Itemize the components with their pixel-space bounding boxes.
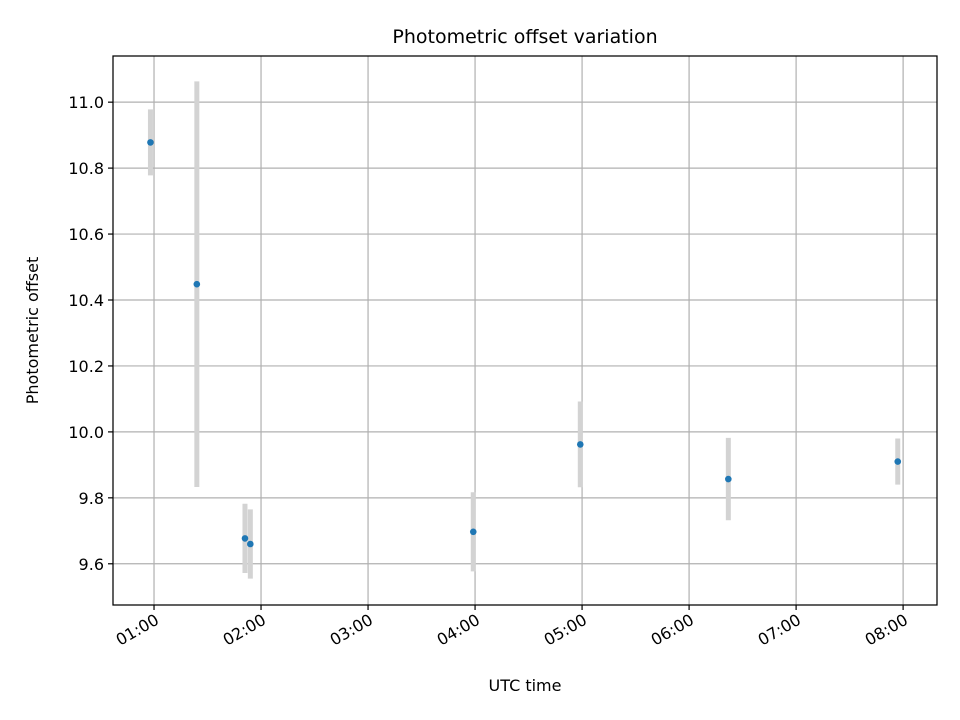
chart-title: Photometric offset variation — [392, 26, 657, 48]
y-tick-label: 9.8 — [79, 489, 104, 508]
data-point — [247, 540, 254, 548]
x-axis-label: UTC time — [489, 676, 562, 695]
x-tick-label: 04:00 — [434, 610, 483, 650]
y-tick-label: 10.0 — [68, 423, 104, 442]
y-tick-label: 11.0 — [68, 93, 104, 112]
y-tick-label: 10.8 — [68, 159, 104, 178]
x-tick-label: 01:00 — [113, 610, 162, 650]
data-point — [241, 535, 249, 542]
data-point — [469, 528, 477, 536]
y-tick-label: 10.2 — [68, 357, 104, 376]
x-tick-label: 02:00 — [220, 610, 269, 650]
data-point — [147, 139, 154, 146]
plot-frame — [112, 55, 938, 606]
data-point — [894, 458, 902, 465]
grid — [113, 56, 937, 605]
y-tick-label: 10.6 — [68, 225, 104, 244]
x-tick-label: 08:00 — [862, 610, 911, 650]
data-point — [576, 441, 584, 448]
error-bars — [147, 81, 901, 579]
y-tick-label: 10.4 — [68, 291, 104, 310]
data-points — [147, 139, 902, 548]
data-point — [725, 475, 732, 483]
x-tick-label: 03:00 — [327, 610, 376, 650]
x-tick-label: 07:00 — [755, 610, 804, 650]
y-axis-label: Photometric offset — [23, 257, 42, 405]
data-point — [193, 280, 201, 288]
x-tick-label: 06:00 — [648, 610, 697, 650]
x-tick-label: 05:00 — [541, 610, 590, 650]
y-tick-label: 9.6 — [79, 555, 104, 574]
